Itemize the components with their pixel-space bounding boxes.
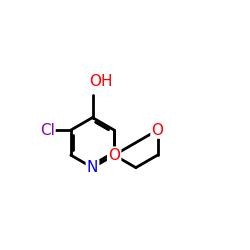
Text: N: N [87, 160, 98, 175]
Text: Cl: Cl [40, 122, 54, 138]
Text: O: O [152, 122, 164, 138]
Text: OH: OH [90, 74, 113, 89]
Text: O: O [108, 148, 120, 162]
